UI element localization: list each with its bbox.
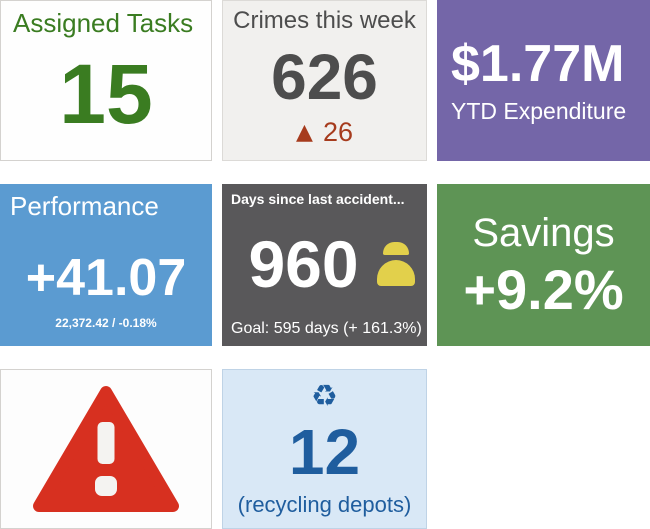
recycling-label: (recycling depots) [237, 492, 412, 517]
crimes-delta: ▲ 26 [296, 119, 353, 146]
triangle-up-icon: ▲ [296, 119, 313, 145]
expenditure-value: $1.77M [451, 35, 625, 94]
indicator-tile-savings: Savings +9.2% [437, 184, 650, 346]
savings-title: Savings [472, 211, 615, 256]
crimes-title: Crimes this week [233, 7, 416, 34]
crimes-value: 626 [271, 41, 378, 114]
crimes-delta-value: 26 [322, 117, 353, 147]
assigned-tasks-value: 15 [59, 47, 153, 142]
empty-cell [437, 369, 650, 529]
indicator-tile-days-since-accident: Days since last accident... 960 Goal: 59… [222, 184, 427, 346]
indicator-tile-performance: Performance +41.07 22,372.42 / -0.18% [0, 184, 212, 346]
performance-detail: 22,372.42 / -0.18% [55, 316, 157, 330]
worker-body-shape [377, 259, 415, 286]
performance-title: Performance [10, 191, 159, 221]
recycling-value: 12 [288, 416, 361, 488]
performance-value: +41.07 [25, 249, 187, 307]
assigned-tasks-title: Assigned Tasks [13, 8, 194, 38]
accident-goal: Goal: 595 days (+ 161.3%) [231, 320, 422, 337]
accident-title: Days since last accident... [231, 191, 405, 207]
indicator-tile-ytd-expenditure: $1.77M YTD Expenditure [437, 0, 650, 161]
construction-worker-icon [376, 241, 416, 286]
indicator-tile-alert [0, 369, 212, 529]
accident-middle-row: 960 [231, 208, 418, 320]
savings-value: +9.2% [463, 258, 624, 322]
warning-triangle-icon [33, 386, 179, 512]
expenditure-label: YTD Expenditure [451, 97, 627, 124]
indicator-tile-recycling: ♻ 12 (recycling depots) [222, 369, 427, 529]
indicator-tile-crimes: Crimes this week 626 ▲ 26 [222, 0, 427, 161]
accident-value: 960 [248, 226, 359, 301]
recycle-icon: ♻ [311, 379, 338, 414]
worker-hat-shape [383, 241, 409, 255]
indicator-tile-assigned-tasks: Assigned Tasks 15 [0, 0, 212, 161]
